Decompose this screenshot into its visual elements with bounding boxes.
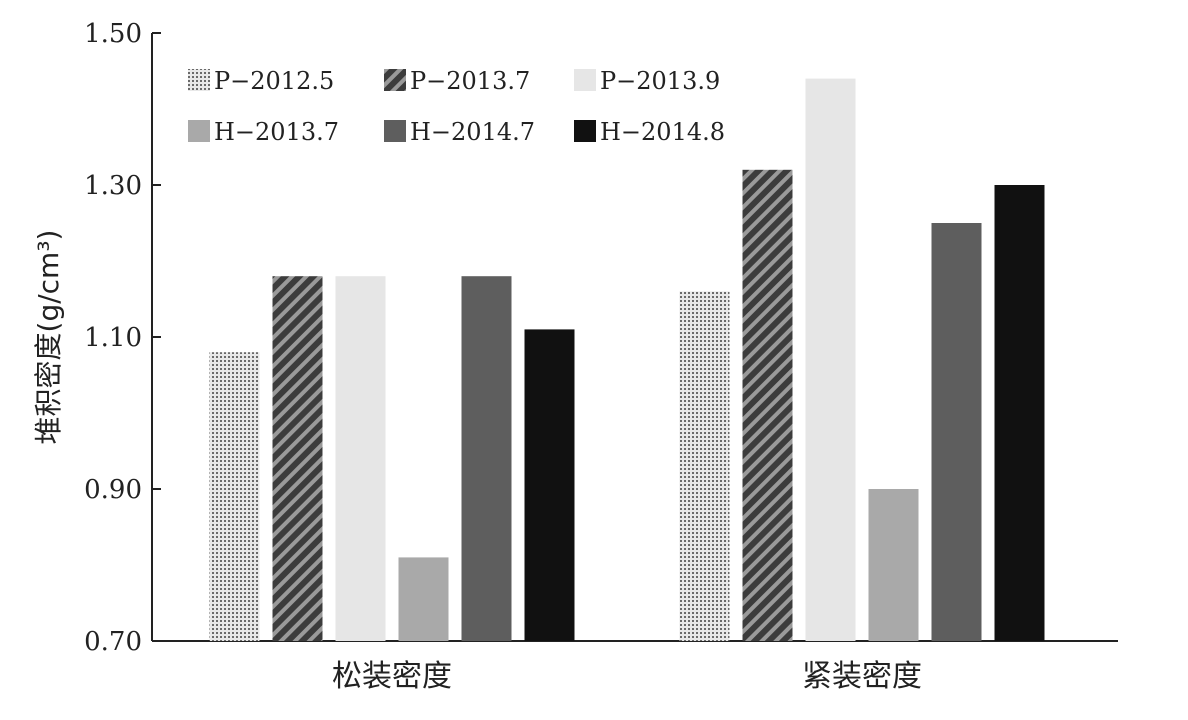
legend-swatch	[188, 69, 210, 91]
y-axis-label: 堆积密度(g/cm³)	[32, 230, 65, 445]
legend-swatch	[188, 120, 210, 142]
legend-label: P−2012.5	[214, 67, 334, 95]
bar-2-series-5	[931, 223, 982, 641]
bar-1-series-3	[335, 276, 386, 641]
x-category-label: 松装密度	[332, 659, 452, 694]
bar-1-series-4	[398, 557, 449, 641]
y-tick-label: 0.70	[84, 627, 142, 657]
legend-swatch	[384, 69, 406, 91]
legend-label: H−2014.7	[410, 118, 535, 146]
legend-label: P−2013.9	[600, 67, 720, 95]
legend-swatch	[384, 120, 406, 142]
x-category-label: 紧装密度	[802, 659, 922, 694]
y-tick-label: 0.90	[84, 475, 142, 505]
bar-1-series-6	[524, 329, 575, 641]
y-tick-label: 1.50	[84, 19, 142, 49]
legend-label: H−2014.8	[600, 118, 725, 146]
bar-2-series-4	[868, 489, 919, 641]
bar-1-series-5	[461, 276, 512, 641]
bar-2-series-6	[994, 185, 1045, 641]
y-tick-label: 1.30	[84, 171, 142, 201]
bar-2-series-3	[805, 78, 856, 642]
legend-label: H−2013.7	[214, 118, 339, 146]
legend-label: P−2013.7	[410, 67, 530, 95]
y-tick-label: 1.10	[84, 323, 142, 353]
bar-2-series-1	[679, 291, 730, 641]
legend-swatch	[574, 120, 596, 142]
bar-2-series-2	[742, 169, 793, 642]
legend-swatch	[574, 69, 596, 91]
bar-1-series-2	[272, 276, 323, 641]
bar-1-series-1	[209, 352, 260, 641]
